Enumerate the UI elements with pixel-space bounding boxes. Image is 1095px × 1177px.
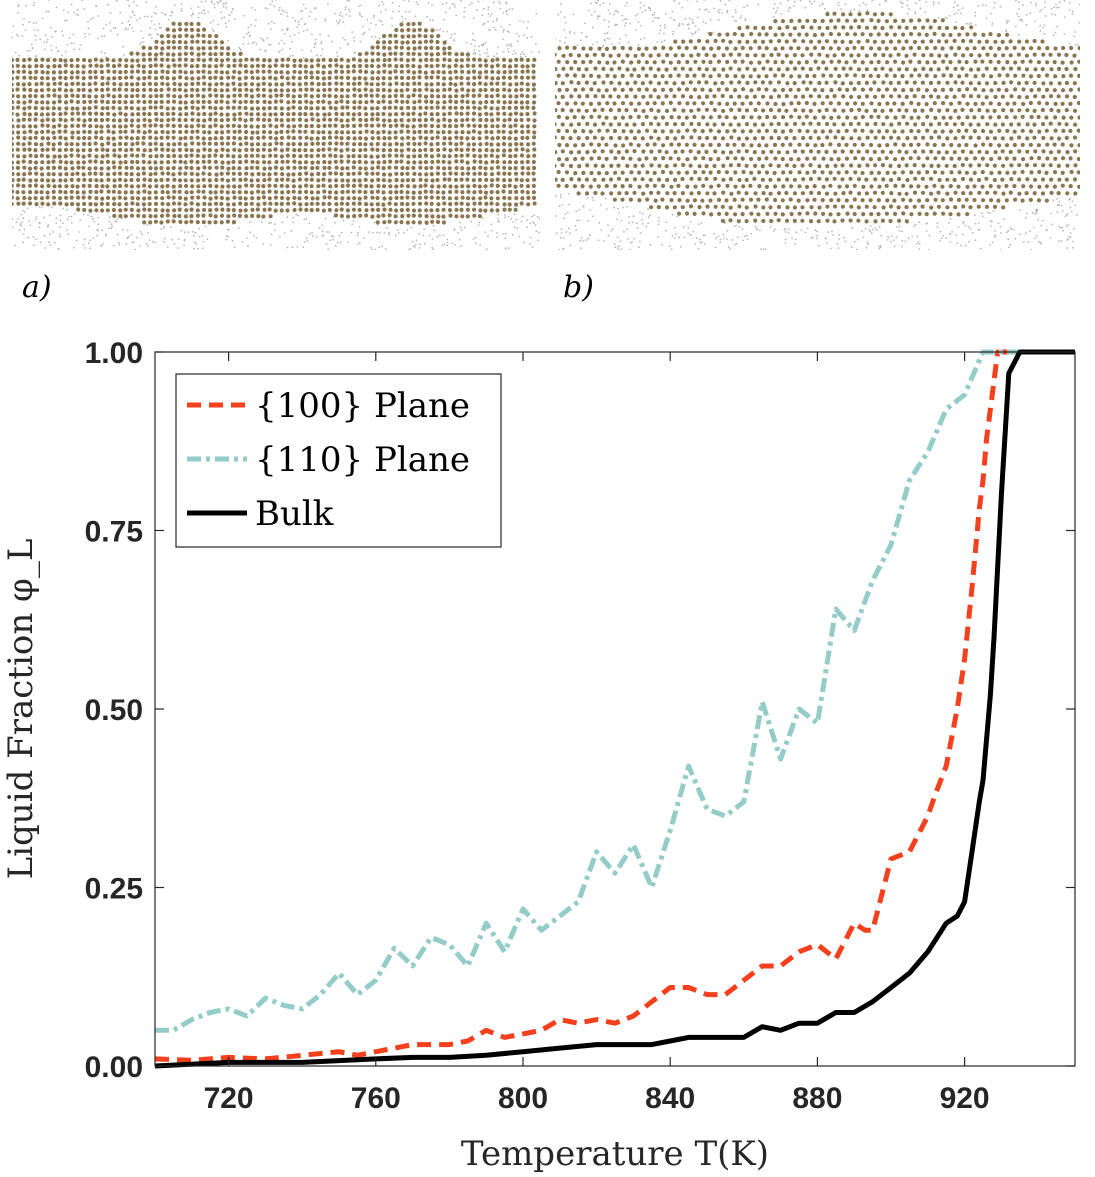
y-axis: 0.00 0.25 0.50 0.75 1.00 — [85, 337, 1075, 1084]
x-tick-label: 800 — [498, 1082, 548, 1115]
atom-lattice-b — [555, 0, 1080, 250]
y-tick-label: 0.25 — [85, 873, 143, 906]
liquid-atoms — [12, 0, 540, 250]
panel-label-a: a) — [22, 270, 52, 305]
y-tick-label: 1.00 — [85, 337, 143, 370]
legend-label-100-plane: {100} Plane — [255, 386, 470, 426]
legend-label-bulk: Bulk — [255, 494, 334, 534]
y-tick-label: 0.00 — [85, 1051, 143, 1084]
series-line-bulk — [154, 349, 1075, 1069]
liquid-atoms — [555, 0, 1080, 250]
x-tick-label: 760 — [351, 1082, 401, 1115]
panel-label-b: b) — [563, 270, 594, 305]
crystal-atoms — [555, 11, 1080, 224]
y-axis-title: Liquid Fraction φ_L — [1, 539, 41, 880]
atom-lattice-a — [12, 0, 540, 250]
y-tick-label: 0.50 — [85, 694, 143, 727]
legend-label-110-plane: {110} Plane — [255, 440, 470, 480]
series-line-110-plane — [155, 349, 1075, 1033]
series-line-100-plane — [154, 349, 1075, 1063]
x-tick-label: 840 — [645, 1082, 695, 1115]
x-tick-label: 720 — [204, 1082, 254, 1115]
legend-box — [175, 373, 502, 548]
liquid-fraction-chart: 720 760 800 840 880 920 0.000.250.500.751.00 … — [1, 337, 1076, 1174]
x-tick-label: 880 — [792, 1082, 842, 1115]
y-tick-label: 0.75 — [85, 516, 143, 549]
chart-series-group — [154, 349, 1075, 1069]
x-axis-title: Temperature T(K) — [461, 1134, 769, 1174]
simulation-snapshot-b — [555, 0, 1080, 250]
simulation-snapshot-a — [12, 0, 540, 250]
x-tick-label: 920 — [940, 1082, 990, 1115]
chart-legend: {100} Plane {110} Plane Bulk — [175, 373, 502, 548]
x-axis: 720 760 800 840 880 920 — [204, 352, 990, 1115]
crystal-atoms — [12, 21, 537, 225]
